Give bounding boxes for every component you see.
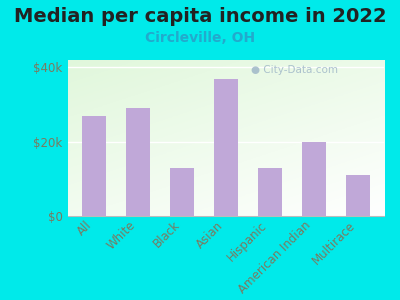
Bar	[258, 168, 282, 216]
Text: Circleville, OH: Circleville, OH	[145, 32, 255, 46]
Text: Median per capita income in 2022: Median per capita income in 2022	[14, 8, 386, 26]
Bar	[126, 108, 150, 216]
Bar	[170, 168, 194, 216]
Bar	[346, 175, 370, 216]
Text: ● City-Data.com: ● City-Data.com	[251, 65, 338, 75]
Bar	[302, 142, 326, 216]
Bar	[214, 79, 238, 216]
Bar	[82, 116, 106, 216]
